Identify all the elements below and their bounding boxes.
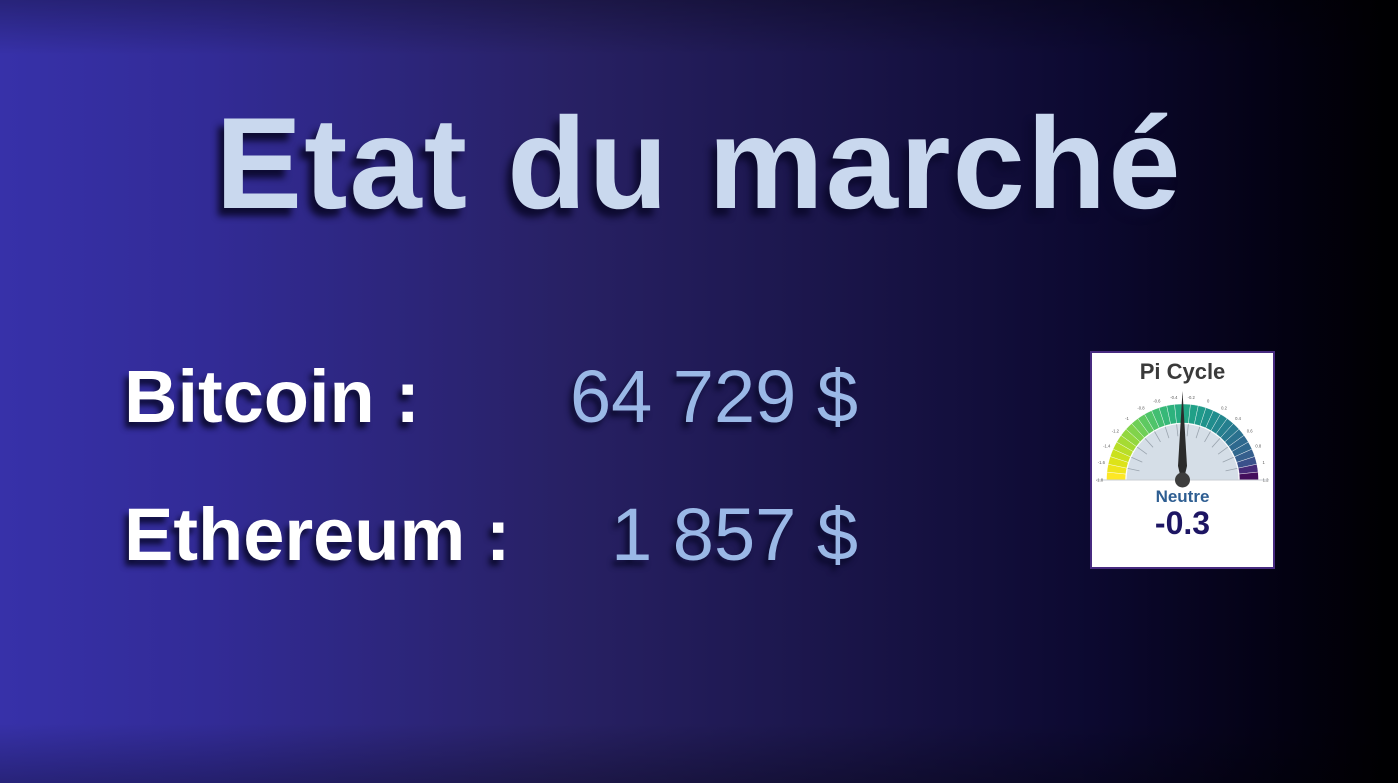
pi-cycle-card: Pi Cycle -1.8 -1.6 -1.4 -1.2 -1 -0.8 -0.6 -0.4-… bbox=[1090, 351, 1275, 569]
gauge-status-label: Neutre bbox=[1155, 487, 1210, 506]
gauge-tick bbox=[1225, 467, 1238, 472]
gauge-tick-label: 0.2 bbox=[1221, 406, 1227, 411]
gauge-tick bbox=[1164, 426, 1170, 439]
gauge-tick bbox=[1217, 446, 1229, 455]
gauge-tick-label: 0.4 bbox=[1235, 416, 1241, 421]
pi-cycle-gauge: -1.8 -1.6 -1.4 -1.2 -1 -0.8 -0.6 -0.4 -0.2 0 0.2 0.… bbox=[1096, 391, 1269, 488]
gauge-tick-label: -1.2 bbox=[1112, 429, 1120, 434]
gauge-tick bbox=[1204, 431, 1211, 443]
gauge-tick bbox=[1144, 438, 1154, 448]
gauge-tick-label: -1.8 bbox=[1096, 478, 1104, 483]
page-title: Etat du marché bbox=[215, 90, 1183, 236]
ethereum-price: 1 857 $ bbox=[611, 493, 858, 576]
market-row-ethereum: Ethereum : 1 857 $ bbox=[124, 498, 858, 576]
gauge-tick bbox=[1127, 467, 1140, 472]
gauge-tick-label: -0.6 bbox=[1153, 399, 1161, 404]
bitcoin-label: Bitcoin : bbox=[124, 355, 420, 438]
market-row-bitcoin: Bitcoin : 64 729 $ bbox=[124, 360, 858, 438]
gauge-tick-label: -1.4 bbox=[1103, 444, 1111, 449]
gauge-tick bbox=[1154, 431, 1161, 443]
gauge-tick-label: 0.6 bbox=[1247, 429, 1253, 434]
gauge-tick-label: 1 bbox=[1263, 460, 1266, 465]
gauge-tick bbox=[1186, 424, 1189, 437]
gauge-title: Pi Cycle bbox=[1139, 359, 1226, 384]
gauge-tick bbox=[1222, 456, 1234, 463]
gauge-tick-label: 0.8 bbox=[1255, 444, 1261, 449]
gauge-tick-label: -0.8 bbox=[1137, 406, 1145, 411]
gauge-tick-label: -0.4 bbox=[1170, 395, 1178, 400]
gauge-tick bbox=[1131, 456, 1143, 463]
gauge-tick-label: -1 bbox=[1125, 416, 1129, 421]
gauge-tick-label: 1.2 bbox=[1263, 478, 1269, 483]
gauge-tick bbox=[1211, 438, 1221, 448]
gauge-tick bbox=[1176, 424, 1179, 437]
gauge-needle bbox=[1178, 391, 1187, 485]
gauge-value: -0.3 bbox=[1154, 505, 1211, 541]
gauge-tick-label: -1.6 bbox=[1098, 460, 1106, 465]
gauge-tick-label: 0 bbox=[1207, 399, 1210, 404]
gauge-tick bbox=[1136, 446, 1148, 455]
bitcoin-price: 64 729 $ bbox=[569, 355, 858, 438]
gauge-tick bbox=[1195, 426, 1201, 439]
gauge-tick-label: -0.2 bbox=[1188, 395, 1196, 400]
gauge-pivot bbox=[1175, 472, 1190, 488]
ethereum-label: Ethereum : bbox=[124, 493, 511, 576]
